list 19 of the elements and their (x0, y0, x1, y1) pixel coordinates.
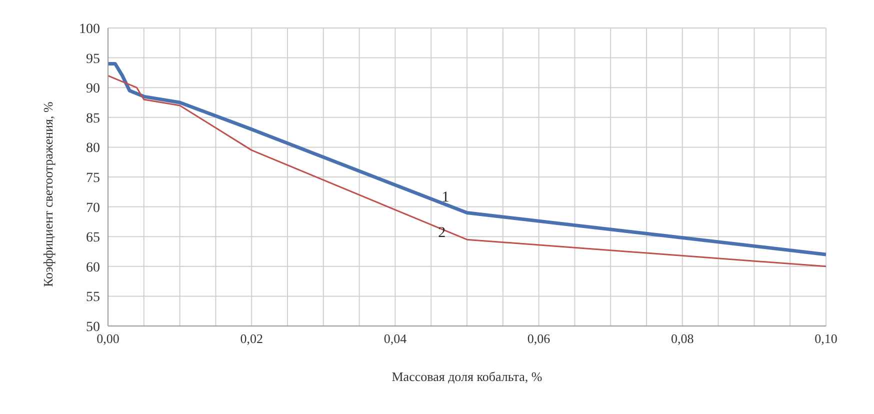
annotation: 1 (442, 189, 450, 206)
y-tick-label: 85 (86, 111, 100, 126)
x-axis-title: Массовая доля кобальта, % (392, 369, 542, 384)
x-tick-label: 0,02 (240, 331, 263, 346)
y-tick-label: 100 (79, 22, 100, 37)
x-tick-label: 0,04 (384, 331, 408, 346)
y-tick-label: 80 (86, 141, 100, 156)
y-tick-label: 70 (86, 200, 100, 216)
y-tick-label: 95 (86, 52, 100, 67)
x-tick-label: 0,08 (671, 331, 694, 346)
y-tick-label: 55 (86, 290, 100, 306)
y-tick-label: 90 (86, 82, 100, 97)
y-tick-label: 60 (86, 260, 100, 276)
x-tick-label: 0,10 (814, 331, 838, 346)
x-tick-label: 0,06 (527, 331, 551, 346)
y-tick-label: 75 (86, 170, 100, 186)
y-tick-label: 65 (86, 230, 100, 246)
annotation: 2 (438, 225, 446, 242)
y-axis-title: Коэффициент светоотражения, % (40, 101, 56, 287)
